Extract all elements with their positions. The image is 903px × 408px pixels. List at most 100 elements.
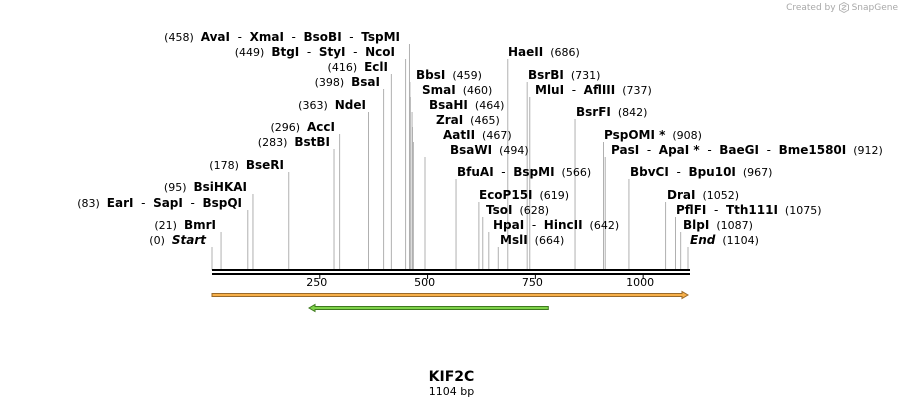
svg-text:BbvCI - Bpu10I (967): BbvCI - Bpu10I (967) [630, 165, 772, 179]
site-label-smai[interactable]: SmaI (460) [422, 83, 492, 97]
site-pos: (912) [846, 144, 883, 157]
enzyme-name: NcoI [365, 45, 395, 59]
site-label-mlui-afliii[interactable]: MluI - AflIII (737) [535, 83, 652, 97]
site-label-ecop15i[interactable]: EcoP15I (619) [479, 188, 569, 202]
site-label-aatii[interactable]: AatII (467) [443, 128, 512, 142]
svg-text:(296) AccI: (296) AccI [270, 120, 335, 134]
site-label-pasi-apai-baegi-bme1580i[interactable]: PasI - ApaI * - BaeGI - Bme1580I (912) [611, 143, 883, 157]
site-label-bsawi[interactable]: BsaWI (494) [450, 143, 529, 157]
site-label-bfuai-bspmi[interactable]: BfuAI - BspMI (566) [457, 165, 591, 179]
enzyme-name: DraI [667, 188, 695, 202]
site-label-bsahi[interactable]: BsaHI (464) [429, 98, 504, 112]
site-label-eari-sapi-bspqi[interactable]: (83) EarI - SapI - BspQI [77, 196, 242, 210]
site-pos: (664) [528, 234, 565, 247]
site-pos: (458) [164, 31, 201, 44]
enzyme-name: BstBI [294, 135, 330, 149]
svg-text:MslI (664): MslI (664) [500, 233, 564, 247]
site-label-pflfi-tth111i[interactable]: PflFI - Tth111I (1075) [676, 203, 822, 217]
site-label-start[interactable]: (0) Start [149, 233, 207, 247]
site-pos: (1104) [715, 234, 759, 247]
site-label-pspomi[interactable]: PspOMI * (908) [604, 128, 702, 142]
site-label-bbvci-bpu10i[interactable]: BbvCI - Bpu10I (967) [630, 165, 772, 179]
enzyme-name: BsrFI [576, 105, 611, 119]
site-pos: (0) [149, 234, 172, 247]
site-label-hpai-hincii[interactable]: HpaI - HincII (642) [493, 218, 619, 232]
enzyme-name: SapI [153, 196, 183, 210]
svg-text:MluI - AflIII (737): MluI - AflIII (737) [535, 83, 652, 97]
enzyme-name: BaeGI [719, 143, 759, 157]
site-label-bmri[interactable]: (21) BmrI [154, 218, 216, 232]
site-pos: (628) [512, 204, 549, 217]
site-pos: (95) [164, 181, 194, 194]
svg-text:(458) AvaI - XmaI - BsoBI: (458) AvaI - XmaI - BsoBI - TspMI [164, 30, 400, 44]
site-label-btgi-styi-ncoi[interactable]: (449) BtgI - StyI - NcoI [235, 45, 395, 59]
enzyme-name: PasI [611, 143, 639, 157]
watermark-brand: SnapGene [851, 2, 898, 13]
svg-text:(449) BtgI - StyI - NcoI: (449) BtgI - StyI - NcoI [235, 45, 395, 59]
site-lines [211, 44, 689, 270]
separator: - [494, 165, 514, 179]
site-label-bbsi[interactable]: BbsI (459) [416, 68, 482, 82]
separator: - [700, 143, 720, 157]
feature-orf-green[interactable] [308, 303, 549, 313]
separator: - [342, 30, 362, 44]
site-label-haeii[interactable]: HaeII (686) [508, 45, 580, 59]
site-pos: (449) [235, 46, 272, 59]
site-pos: (731) [564, 69, 601, 82]
svg-text:(21) BmrI: (21) BmrI [154, 218, 216, 232]
ruler: 250 500 750 1000 [306, 275, 654, 289]
enzyme-name: AatII [443, 128, 475, 142]
enzyme-name: StyI [319, 45, 346, 59]
feature-orf-orange[interactable] [211, 290, 689, 300]
enzyme-name: BsaHI [429, 98, 468, 112]
site-label-tsoi[interactable]: TsoI (628) [486, 203, 549, 217]
site-label-ndei[interactable]: (363) NdeI [298, 98, 366, 112]
enzyme-name: SmaI [422, 83, 456, 97]
enzyme-name: BsoBI [304, 30, 342, 44]
site-label-bsai[interactable]: (398) BsaI [315, 75, 380, 89]
site-pos: (737) [615, 84, 652, 97]
site-pos: (416) [328, 61, 365, 74]
site-label-drai[interactable]: DraI (1052) [667, 188, 739, 202]
enzyme-name: Bme1580I [779, 143, 847, 157]
enzyme-name: BlpI [683, 218, 709, 232]
svg-text:BsrBI (731): BsrBI (731) [528, 68, 600, 82]
site-pos: (566) [555, 166, 592, 179]
site-label-msli[interactable]: MslI (664) [500, 233, 564, 247]
site-label-bsrbi[interactable]: BsrBI (731) [528, 68, 600, 82]
svg-text:BsaWI (494): BsaWI (494) [450, 143, 529, 157]
enzyme-name: BsaWI [450, 143, 492, 157]
site-label-bsrfi[interactable]: BsrFI (842) [576, 105, 647, 119]
sequence-title: KIF2C [428, 369, 475, 385]
enzyme-name: ApaI [659, 143, 689, 157]
enzyme-name: PflFI [676, 203, 706, 217]
svg-text:(416) EclI: (416) EclI [328, 60, 388, 74]
svg-text:(83) EarI - SapI - BspQI: (83) EarI - SapI - BspQI [77, 196, 242, 210]
site-label-acci[interactable]: (296) AccI [270, 120, 335, 134]
enzyme-name: AflIII [584, 83, 616, 97]
separator: - [299, 45, 319, 59]
ruler-tick-label: 750 [522, 276, 543, 289]
star-mark: * [689, 143, 700, 157]
svg-text:BsaHI (464): BsaHI (464) [429, 98, 504, 112]
site-pos: (1052) [695, 189, 739, 202]
site-label-zrai[interactable]: ZraI (465) [436, 113, 500, 127]
site-label-bsihkai[interactable]: (95) BsiHKAI [164, 180, 247, 194]
site-pos: (296) [270, 121, 307, 134]
site-label-avai-xmai-bsobi-tspmi[interactable]: (458) AvaI - XmaI - BsoBI - TspMI [164, 30, 400, 44]
site-label-bseri[interactable]: (178) BseRI [209, 158, 284, 172]
site-label-ecli[interactable]: (416) EclI [328, 60, 388, 74]
enzyme-name: BmrI [184, 218, 216, 232]
site-label-blpi[interactable]: BlpI (1087) [683, 218, 753, 232]
svg-text:AatII (467): AatII (467) [443, 128, 512, 142]
ruler-tick-label: 250 [306, 276, 327, 289]
site-label-bstbi[interactable]: (283) BstBI [258, 135, 330, 149]
site-pos: (686) [543, 46, 580, 59]
site-pos: (83) [77, 197, 107, 210]
enzyme-name: Start [172, 233, 207, 247]
site-pos: (283) [258, 136, 295, 149]
site-label-end[interactable]: End (1104) [690, 233, 759, 247]
site-pos: (642) [583, 219, 620, 232]
